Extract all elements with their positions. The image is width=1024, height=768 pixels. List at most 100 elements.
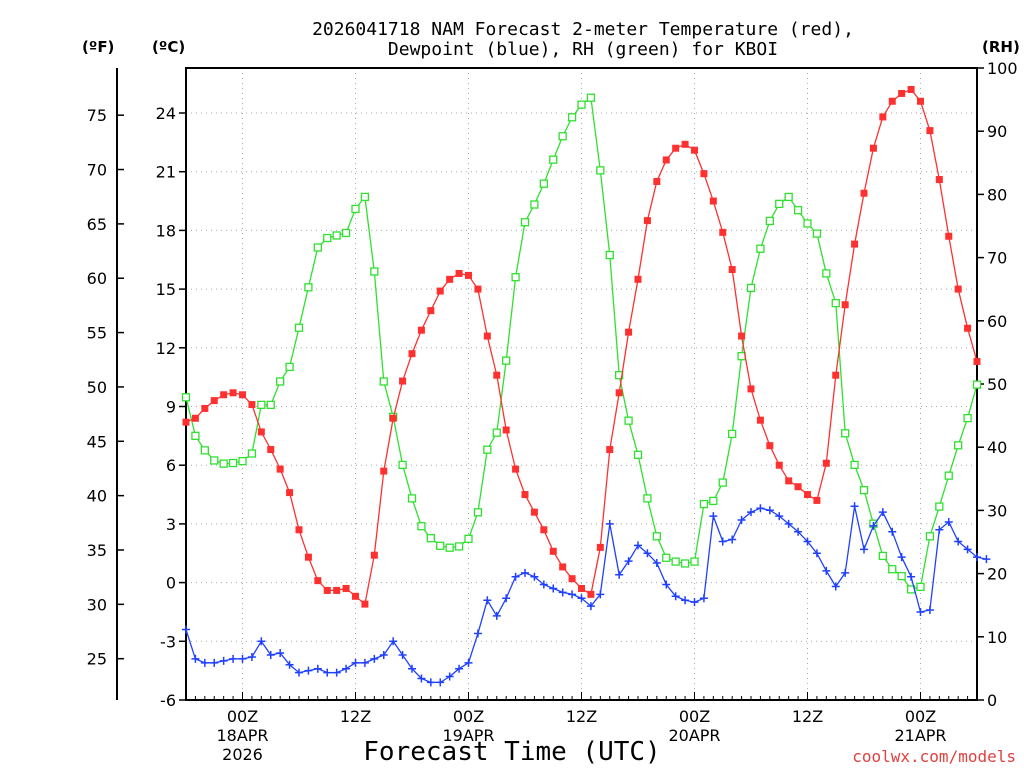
- rh-point: [473, 508, 483, 517]
- dewpoint-point: [492, 611, 501, 620]
- temp-point: [964, 324, 972, 332]
- temp-point: [229, 389, 237, 397]
- temp-point: [182, 418, 190, 426]
- time-tick-label: 00Z: [227, 707, 258, 726]
- temp-point: [888, 97, 896, 105]
- rh-point: [341, 228, 351, 238]
- rh-point: [925, 532, 935, 541]
- fahrenheit-tick-label: 70: [87, 161, 107, 180]
- celsius-tick-label: 12: [156, 339, 176, 358]
- dewpoint-point: [812, 549, 821, 558]
- temp-point: [794, 483, 802, 491]
- temp-point: [841, 301, 849, 309]
- temp-point: [898, 89, 906, 97]
- dewpoint-point: [408, 664, 416, 673]
- dewpoint-point: [445, 672, 454, 681]
- dewpoint-point: [558, 588, 567, 597]
- temp-point: [521, 491, 529, 499]
- celsius-axis: -6 -3 0 3 6 9 12 15 18 21 24: [156, 104, 186, 710]
- rh-point: [483, 445, 492, 454]
- rh-tick-label: 50: [987, 375, 1007, 394]
- temp-point: [333, 586, 341, 594]
- dewpoint-point: [568, 590, 577, 599]
- temp-point: [399, 377, 407, 385]
- rh-point: [464, 534, 473, 543]
- fahrenheit-tick-label: 40: [87, 487, 107, 506]
- dewpoint-point: [473, 629, 482, 638]
- rh-point: [379, 377, 388, 386]
- x-axis-label: Forecast Time (UTC): [363, 737, 660, 767]
- rh-point: [793, 206, 803, 215]
- dewpoint-point: [681, 596, 690, 605]
- temp-point: [474, 285, 482, 293]
- temp-point: [361, 600, 369, 608]
- rh-point: [643, 494, 652, 503]
- dewpoint-point: [728, 535, 737, 544]
- rh-point: [567, 113, 577, 122]
- temp-point: [276, 465, 284, 473]
- celsius-tick-label: 6: [166, 456, 176, 475]
- dewpoint-point: [342, 664, 351, 673]
- rh-point: [454, 542, 464, 551]
- rh-point: [972, 380, 982, 389]
- dewpoint-point: [671, 592, 680, 601]
- rh-axis: 0 10 20 30 40 50 60 70 80 90 100: [977, 59, 1018, 710]
- temp-point: [860, 189, 868, 197]
- rh-point: [690, 557, 699, 566]
- dewpoint-point: [295, 668, 303, 677]
- temp-point: [747, 385, 755, 393]
- rh-point: [605, 250, 614, 260]
- temp-point: [691, 146, 698, 154]
- gridlines: [186, 68, 977, 701]
- dewpoint-point: [784, 519, 793, 528]
- temp-point: [191, 414, 199, 422]
- dewpoint-point: [794, 527, 803, 536]
- rh-point: [370, 267, 379, 276]
- rh-tick-label: 30: [987, 501, 1007, 520]
- dewpoint-point: [718, 537, 727, 546]
- temp-point: [756, 416, 764, 424]
- dewpoint-point: [963, 545, 972, 554]
- temp-point: [286, 489, 294, 497]
- temp-point: [380, 467, 388, 475]
- celsius-tick-label: 0: [166, 574, 176, 593]
- temp-point: [210, 397, 218, 405]
- temp-point: [615, 389, 623, 397]
- temp-point: [295, 526, 303, 534]
- rh-point: [652, 532, 661, 541]
- rh-point: [624, 416, 633, 425]
- dewpoint-point: [973, 553, 981, 562]
- temp-point: [625, 328, 633, 336]
- temp-point: [973, 357, 981, 365]
- temp-point: [738, 332, 746, 340]
- rh-point: [228, 458, 238, 468]
- dewpoint-point: [737, 515, 746, 524]
- temp-point: [257, 428, 265, 436]
- temp-point: [248, 401, 256, 409]
- rh-point: [332, 231, 341, 240]
- chart-title-line1: 2026041718 NAM Forecast 2-meter Temperat…: [312, 19, 854, 40]
- dewpoint-point: [276, 649, 285, 658]
- fahrenheit-axis: 25 30 35 40 45 50 55 60 65 70 75: [87, 106, 124, 669]
- series-line: [185, 88, 978, 606]
- dewpoint-point: [502, 594, 511, 603]
- fahrenheit-tick-label: 35: [87, 541, 107, 560]
- series-rh: [181, 93, 982, 594]
- fahrenheit-tick-label: 45: [87, 432, 107, 451]
- dewpoint-point: [803, 537, 812, 546]
- temp-point: [512, 465, 520, 473]
- celsius-tick-label: 18: [156, 221, 176, 240]
- time-tick-date: 18APR: [216, 726, 268, 745]
- rh-point: [445, 543, 454, 552]
- rh-point: [671, 557, 680, 566]
- rh-point: [841, 429, 850, 438]
- fahrenheit-tick-label: 65: [87, 215, 107, 234]
- dewpoint-point: [417, 674, 426, 683]
- rh-point: [756, 244, 765, 253]
- temp-point: [201, 404, 209, 412]
- rh-tick-label: 20: [987, 565, 1007, 584]
- temp-point: [681, 140, 689, 148]
- rh-point: [888, 565, 897, 574]
- rh-point: [944, 471, 953, 480]
